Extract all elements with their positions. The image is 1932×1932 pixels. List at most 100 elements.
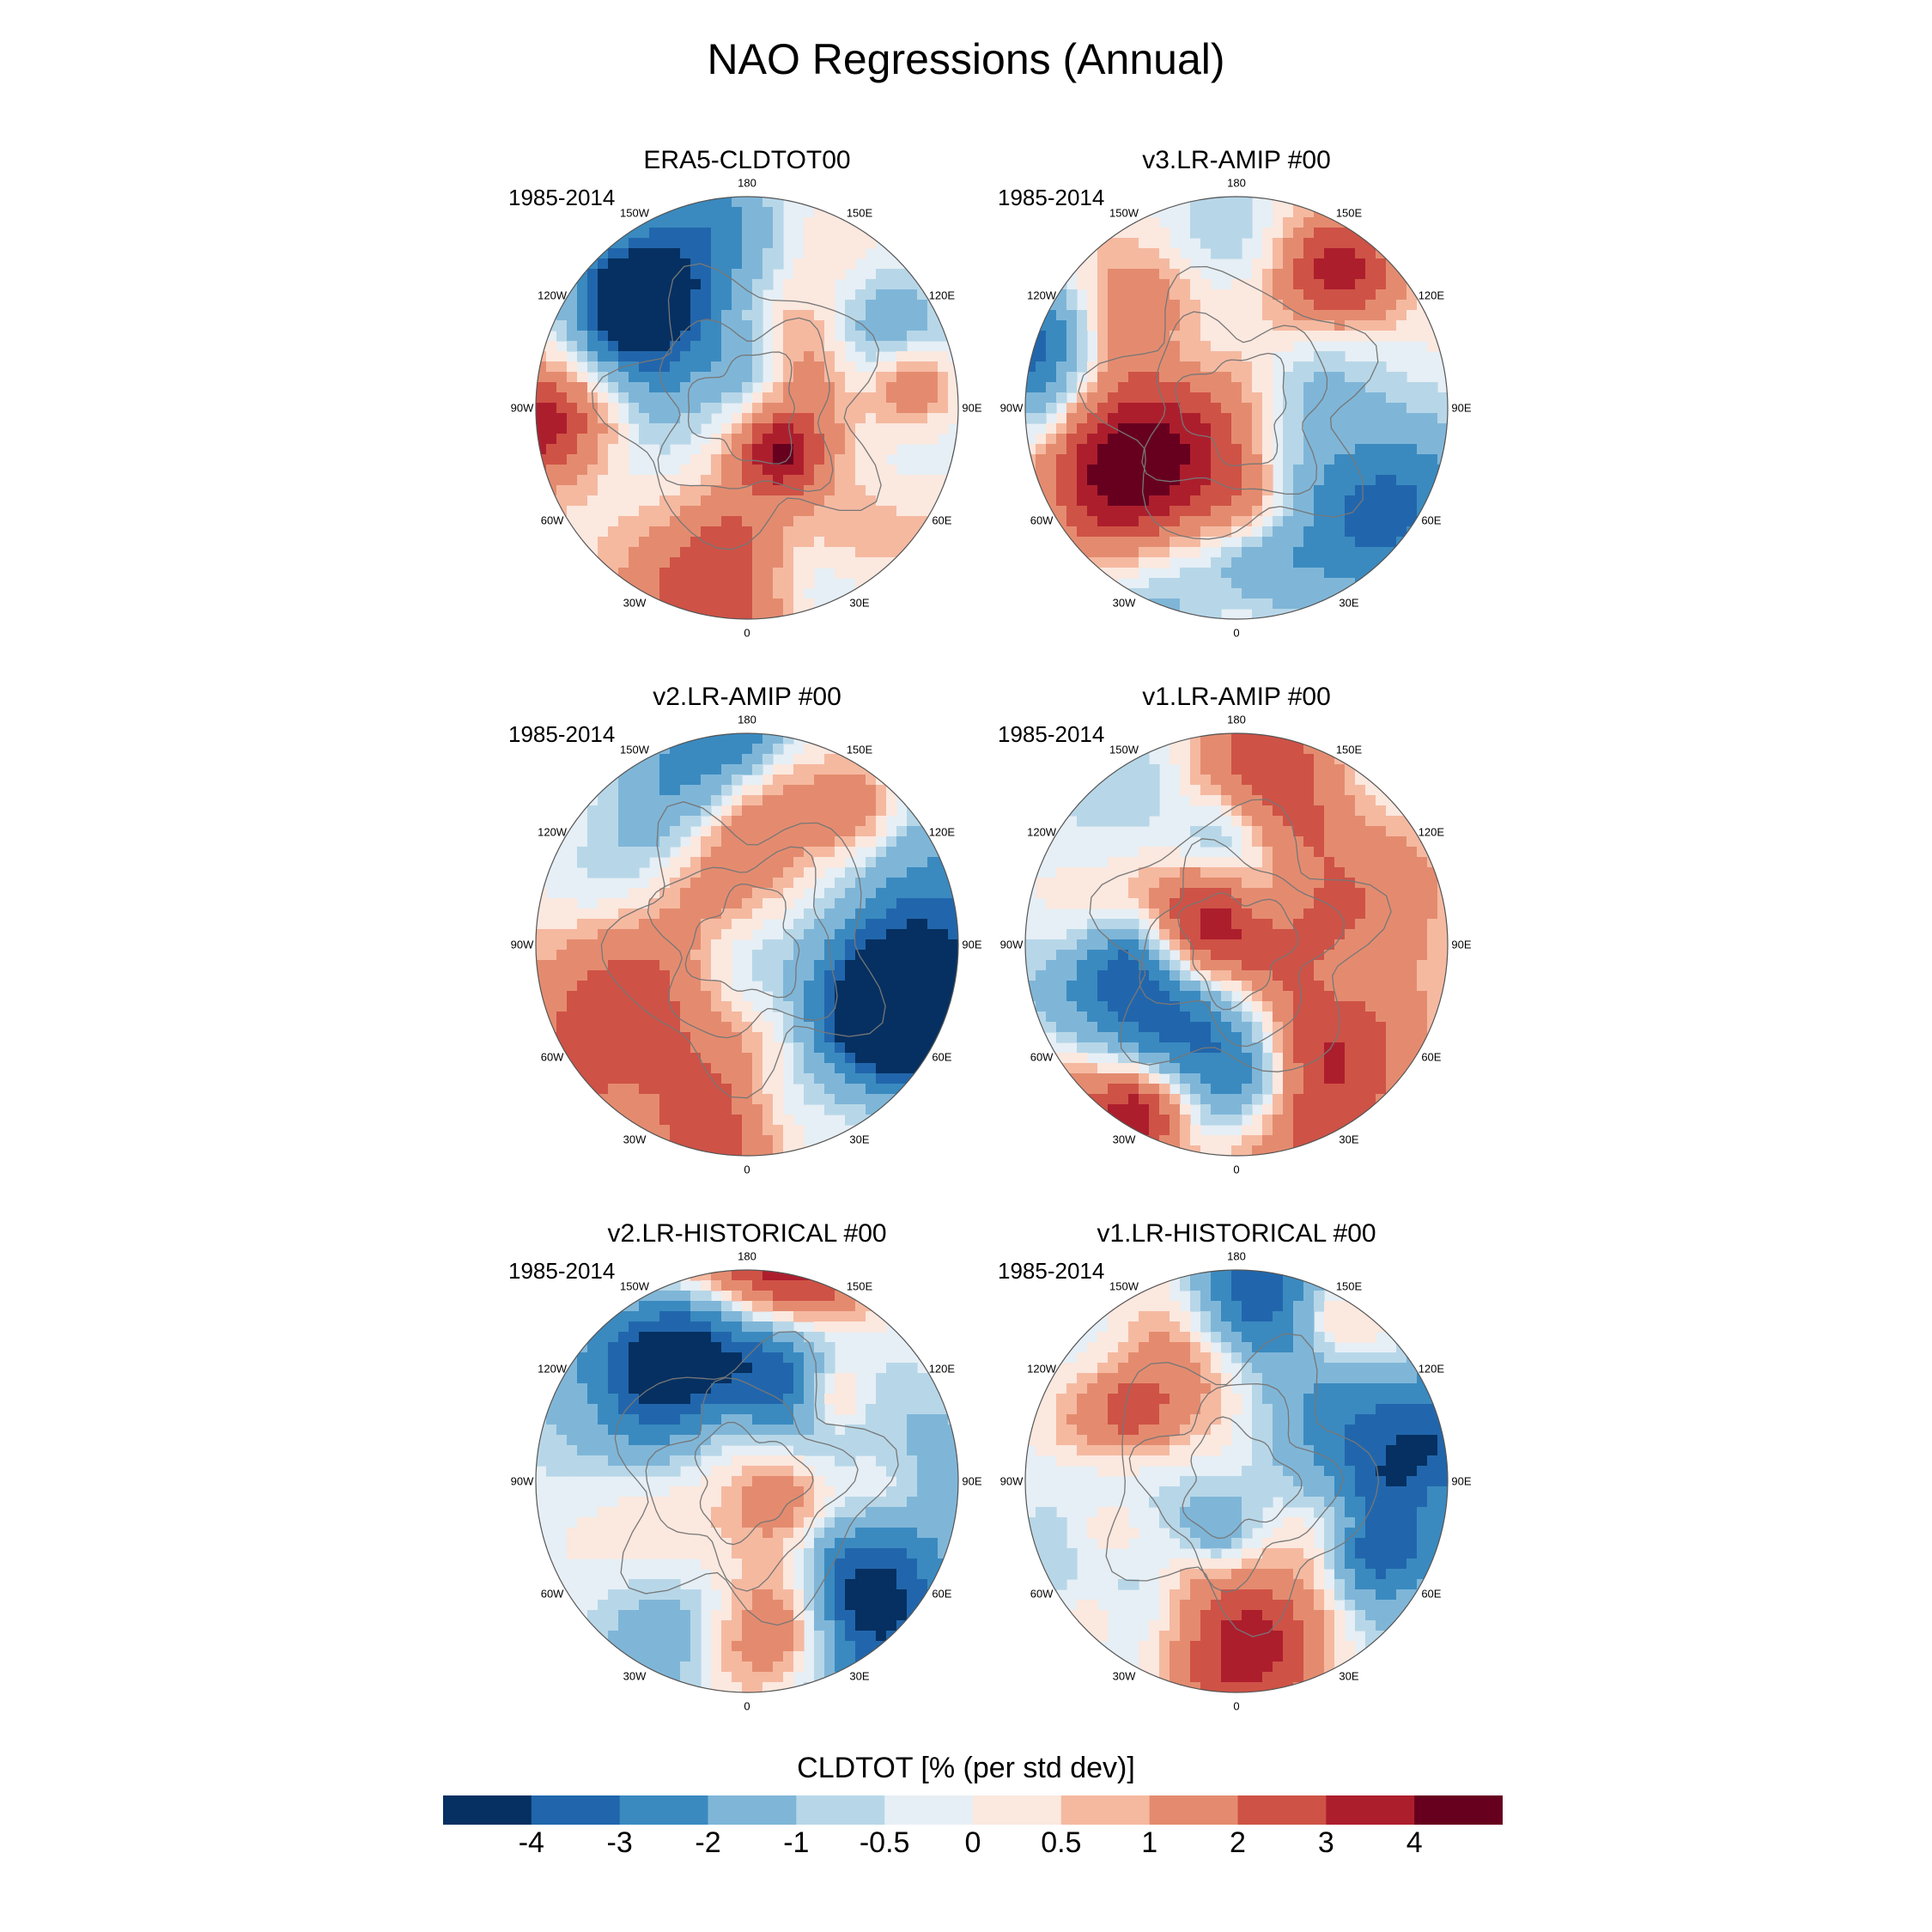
colorbar-segment xyxy=(708,1795,797,1825)
longitude-label: 120E xyxy=(928,825,956,839)
longitude-label: 150E xyxy=(846,743,873,756)
anomaly-field xyxy=(1025,1270,1448,1692)
colorbar-segment xyxy=(1149,1795,1238,1825)
longitude-label: 120E xyxy=(1418,1362,1445,1376)
panel-period: 1985-2014 xyxy=(998,1258,1105,1284)
panel-title: v2.LR-AMIP #00 xyxy=(653,683,841,711)
coastline xyxy=(1177,892,1299,1011)
colorbar-segment xyxy=(443,1795,532,1825)
polar-map xyxy=(1024,1269,1449,1693)
longitude-label: 150E xyxy=(846,206,873,220)
figure-title: NAO Regressions (Annual) xyxy=(707,35,1225,83)
polar-map xyxy=(1024,732,1449,1157)
map-panel: v3.LR-AMIP #00 1985-2014 180 150W 150E 120W 12… xyxy=(996,146,1477,640)
longitude-label: 150W xyxy=(1109,1279,1139,1293)
longitude-label: 120W xyxy=(538,825,568,839)
longitude-label: 30W xyxy=(1112,1133,1136,1146)
coastline xyxy=(647,846,838,1039)
colorbar-tick-label: -3 xyxy=(606,1826,633,1859)
map-panel: v1.LR-HISTORICAL #00 1985-2014 180 150W 150E… xyxy=(996,1219,1477,1713)
coastline xyxy=(645,1376,859,1592)
colorbar-segment xyxy=(1060,1795,1151,1825)
longitude-label: 0 xyxy=(1233,1699,1240,1713)
longitude-label: 0 xyxy=(744,626,750,640)
longitude-label: 60W xyxy=(1030,1050,1054,1064)
map-border xyxy=(535,732,959,1157)
panel-title: ERA5-CLDTOT00 xyxy=(643,146,851,174)
longitude-label: 60W xyxy=(540,513,564,527)
colorbar-segment xyxy=(1326,1795,1415,1825)
polar-map xyxy=(535,1269,959,1693)
longitude-label: 90W xyxy=(999,938,1024,951)
coastline xyxy=(687,351,796,465)
longitude-label: 60E xyxy=(932,1050,952,1064)
colorbar-tick-label: -0.5 xyxy=(859,1826,910,1859)
map-border xyxy=(1024,732,1449,1157)
longitude-label: 180 xyxy=(1227,1249,1246,1263)
colorbar xyxy=(443,1795,1503,1825)
colorbar-segment xyxy=(1237,1795,1327,1825)
longitude-label: 0 xyxy=(1233,626,1240,640)
colorbar-tick-label: 4 xyxy=(1406,1826,1423,1859)
anomaly-field xyxy=(1025,197,1448,619)
coastline xyxy=(1105,1333,1380,1637)
anomaly-field xyxy=(1025,733,1448,1156)
longitude-label: 90W xyxy=(999,401,1024,415)
panel-period: 1985-2014 xyxy=(508,721,616,747)
colorbar-segment xyxy=(1414,1795,1503,1825)
polar-map xyxy=(1024,196,1449,620)
longitude-label: 150E xyxy=(1335,743,1363,756)
longitude-label: 150W xyxy=(620,1279,649,1293)
colorbar-tick-label: 0.5 xyxy=(1041,1826,1082,1859)
coastline xyxy=(600,801,886,1099)
coastline xyxy=(1182,1416,1303,1540)
map-border xyxy=(1024,196,1449,620)
panel-title: v3.LR-AMIP #00 xyxy=(1142,146,1331,174)
longitude-label: 0 xyxy=(744,1163,750,1176)
longitude-label: 180 xyxy=(738,176,756,190)
coastline xyxy=(694,1421,814,1546)
map-panel: v2.LR-AMIP #00 1985-2014 180 150W 150E 120W 12… xyxy=(507,683,987,1176)
colorbar-tick-label: 3 xyxy=(1317,1826,1334,1859)
longitude-label: 150W xyxy=(1109,743,1139,756)
coastline xyxy=(657,317,834,493)
longitude-label: 180 xyxy=(738,713,756,726)
polar-map xyxy=(535,732,959,1157)
longitude-label: 90E xyxy=(962,1474,982,1488)
longitude-label: 60E xyxy=(1421,1050,1442,1064)
colorbar-tick-label: -2 xyxy=(695,1826,721,1859)
longitude-label: 120W xyxy=(538,1362,568,1376)
longitude-label: 90W xyxy=(510,1474,534,1488)
colorbar-title: CLDTOT [% (per std dev)] xyxy=(797,1752,1135,1784)
map-border xyxy=(1024,1269,1449,1693)
colorbar-segment xyxy=(619,1795,708,1825)
longitude-label: 180 xyxy=(738,1249,756,1263)
map-border xyxy=(535,196,959,620)
longitude-label: 120W xyxy=(1027,825,1057,839)
longitude-label: 150W xyxy=(620,206,649,220)
longitude-label: 30W xyxy=(623,596,647,610)
longitude-label: 150E xyxy=(1335,1279,1363,1293)
longitude-label: 60W xyxy=(1030,513,1054,527)
map-panel: v2.LR-HISTORICAL #00 1985-2014 180 150W 150E… xyxy=(507,1219,987,1713)
longitude-label: 30E xyxy=(1339,596,1359,610)
coastline xyxy=(1141,311,1328,495)
panel-title: v1.LR-AMIP #00 xyxy=(1142,683,1331,711)
longitude-label: 120W xyxy=(538,289,568,302)
longitude-label: 90W xyxy=(510,401,534,415)
longitude-label: 120E xyxy=(1418,289,1445,302)
colorbar-tick-label: 0 xyxy=(964,1826,981,1859)
panel-period: 1985-2014 xyxy=(508,185,616,210)
longitude-label: 30W xyxy=(1112,1669,1136,1683)
colorbar-tick-label: -1 xyxy=(783,1826,810,1859)
longitude-label: 120E xyxy=(928,1362,956,1376)
coastline xyxy=(1139,838,1346,1048)
longitude-label: 120W xyxy=(1027,289,1057,302)
anomaly-field xyxy=(536,733,958,1156)
longitude-label: 120E xyxy=(1418,825,1445,839)
longitude-label: 90E xyxy=(1451,938,1472,951)
coastline xyxy=(1128,1382,1344,1593)
panel-period: 1985-2014 xyxy=(998,721,1105,747)
longitude-label: 150W xyxy=(1109,206,1139,220)
longitude-label: 60W xyxy=(1030,1587,1054,1601)
